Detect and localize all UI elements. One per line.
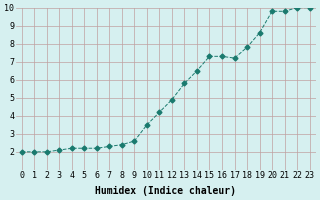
X-axis label: Humidex (Indice chaleur): Humidex (Indice chaleur) bbox=[95, 186, 236, 196]
